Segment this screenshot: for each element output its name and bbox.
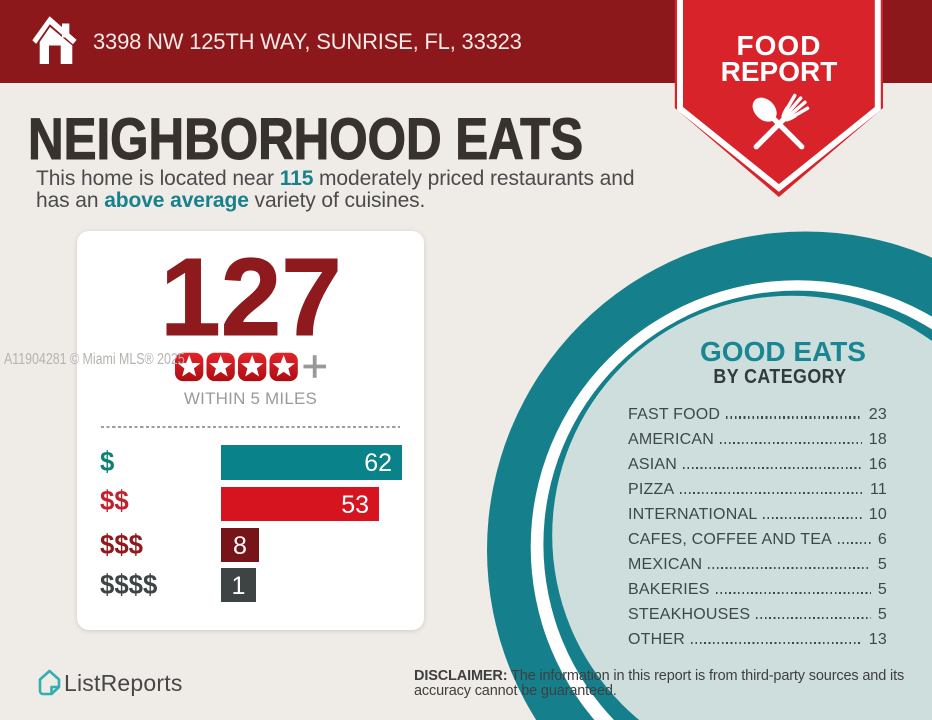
svg-text:REPORT: REPORT <box>721 56 838 87</box>
svg-text:FOOD: FOOD <box>737 30 822 61</box>
